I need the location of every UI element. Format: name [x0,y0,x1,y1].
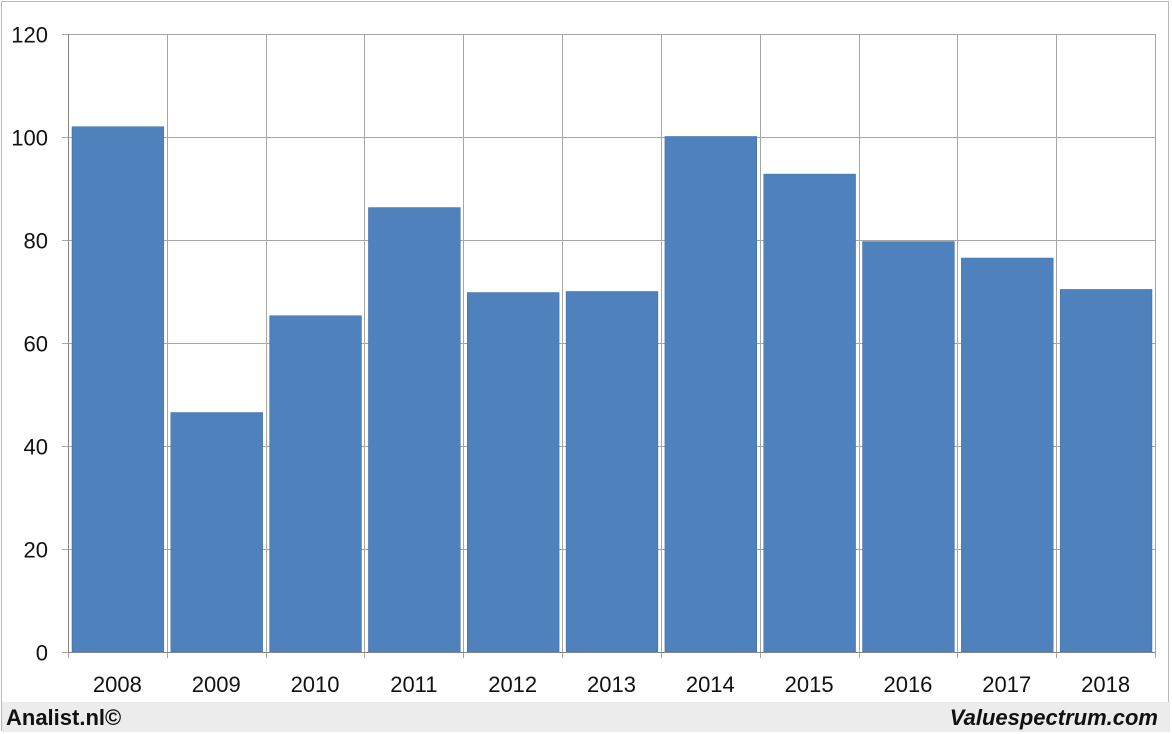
bar-2014 [664,136,757,653]
x-tick-label: 2014 [686,672,735,697]
bar-2018 [1059,289,1153,653]
x-tick-label: 2012 [488,672,537,697]
bar-2015 [763,173,856,653]
y-tick-label: 20 [24,538,48,563]
bar-2009 [170,412,263,653]
y-tick-label: 120 [11,23,48,48]
y-tick-label: 60 [24,332,48,357]
bar-2008 [71,126,165,653]
bar-2011 [368,207,461,653]
bar-chart: 0 20 40 60 80 100 120 2008 2009 2010 2011 2012 2013 2… [11,23,1156,697]
y-tick-label: 0 [36,641,48,666]
x-tick-label: 2013 [587,672,636,697]
x-tick-label: 2018 [1081,672,1130,697]
x-tick-label: 2009 [192,672,241,697]
bar-2012 [467,292,560,653]
bar-2013 [565,291,659,653]
valuespectrum-credit[interactable]: Valuespectrum.com [949,705,1158,730]
x-tick-label: 2016 [883,672,932,697]
y-tick-label: 80 [24,229,48,254]
y-tick-label: 100 [11,126,48,151]
x-tick-label: 2008 [93,672,142,697]
bar-2010 [269,315,362,653]
footer-bar [2,702,1170,732]
bar-2017 [961,257,1054,653]
y-tick-label: 40 [24,435,48,460]
x-tick-label: 2010 [291,672,340,697]
x-tick-label: 2015 [785,672,834,697]
x-tick-label: 2011 [390,672,437,697]
bar-2016 [862,241,955,653]
x-tick-label: 2017 [982,672,1031,697]
analist-credit: Analist.nl© [6,705,122,730]
